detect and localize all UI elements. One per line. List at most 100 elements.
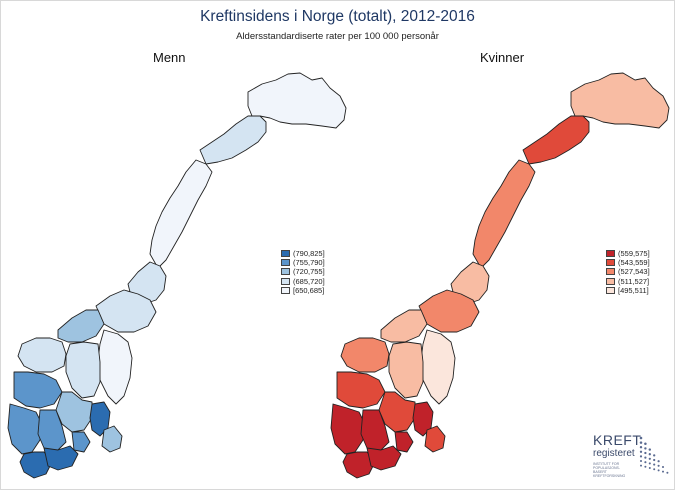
logo-dot xyxy=(653,463,656,466)
logo-dot xyxy=(639,436,643,440)
legend-swatch xyxy=(606,250,615,258)
region-aust-agder xyxy=(43,445,79,471)
legend-swatch xyxy=(606,268,615,276)
logo-dot xyxy=(648,457,651,460)
logo-dot xyxy=(644,465,647,468)
logo-dot xyxy=(653,454,656,457)
region-vestfold xyxy=(71,431,91,453)
legend-row: [650,685] xyxy=(281,286,325,295)
legend-label: (790,825] xyxy=(293,249,325,259)
region-vestfold xyxy=(394,431,414,453)
region-troms xyxy=(522,115,590,165)
logo-dot xyxy=(644,451,647,455)
logo-dot xyxy=(653,468,656,471)
logo-registeret-text: registeret xyxy=(593,448,635,459)
logo-tagline-line: BASERT KREFTFORSKNING xyxy=(593,470,626,478)
logo-tagline: INSTITUTT FOR POPULASJONS- BASERT KREFTF… xyxy=(593,462,633,478)
region-more-og-romsdal xyxy=(57,309,105,343)
logo-dot xyxy=(648,453,651,456)
logo-dot xyxy=(662,470,664,473)
region-oppland xyxy=(65,341,101,399)
region-ostfold xyxy=(424,425,446,453)
legend-men: (790,825] (755,790] (720,755] (685,720] … xyxy=(281,249,325,295)
legend-row: (543,559] xyxy=(606,258,650,267)
legend-label: (543,559] xyxy=(618,258,650,268)
map-subtitle: Aldersstandardiserte rater per 100 000 p… xyxy=(236,31,439,42)
region-oppland xyxy=(388,341,424,399)
logo-dot xyxy=(644,456,647,459)
legend-row: (527,543] xyxy=(606,267,650,276)
logo-dot xyxy=(657,464,660,467)
region-nordland xyxy=(149,159,213,269)
logo-dot xyxy=(644,447,647,450)
legend-row: (755,790] xyxy=(281,258,325,267)
legend-row: (685,720] xyxy=(281,277,325,286)
region-vest-agder xyxy=(19,451,53,479)
legend-label: (720,755] xyxy=(293,267,325,277)
kreftregisteret-logo: KREFT registeret INSTITUTT FOR POPULASJO… xyxy=(593,432,673,484)
region-hedmark xyxy=(97,329,133,405)
logo-dot xyxy=(639,459,643,463)
legend-swatch xyxy=(281,286,290,294)
legend-swatch xyxy=(606,259,615,267)
logo-dot xyxy=(657,469,660,472)
legend-swatch xyxy=(281,268,290,276)
logo-dot xyxy=(644,442,647,446)
men-map xyxy=(7,72,347,479)
region-nordland xyxy=(472,159,536,269)
region-telemark xyxy=(360,409,390,453)
logo-dot xyxy=(639,441,643,444)
logo-dot xyxy=(639,450,643,453)
legend-label: (685,720] xyxy=(293,276,325,286)
region-hedmark xyxy=(420,329,456,405)
logo-kreft-text: KREFT xyxy=(593,432,642,448)
legend-label: (559,575] xyxy=(618,249,650,259)
logo-dot xyxy=(648,467,651,469)
region-finnmark xyxy=(247,72,347,129)
legend-row: (559,575] xyxy=(606,249,650,258)
legend-row: (720,755] xyxy=(281,267,325,276)
region-troms xyxy=(199,115,267,165)
logo-dot xyxy=(648,462,651,465)
region-telemark xyxy=(37,409,67,453)
region-hordaland xyxy=(336,371,386,409)
logo-dot xyxy=(644,461,647,464)
legend-swatch xyxy=(281,259,290,267)
legend-label: [650,685] xyxy=(293,285,325,295)
region-sor-trondelag xyxy=(418,289,480,333)
region-vest-agder xyxy=(342,451,376,479)
logo-dot xyxy=(653,458,656,462)
legend-swatch xyxy=(606,286,615,294)
panel-label-men: Menn xyxy=(153,50,186,65)
panel-label-women: Kvinner xyxy=(480,50,525,65)
region-aust-agder xyxy=(366,445,402,471)
logo-dot xyxy=(661,465,665,469)
legend-women: (559,575] (543,559] (527,543] (511,527] … xyxy=(606,249,650,295)
legend-label: (755,790] xyxy=(293,258,325,268)
legend-swatch xyxy=(606,277,615,285)
legend-row: (511,527] xyxy=(606,277,650,286)
logo-tagline-line: INSTITUTT FOR POPULASJONS- xyxy=(593,462,621,470)
legend-swatch xyxy=(281,277,290,285)
region-sor-trondelag xyxy=(95,289,157,333)
logo-dot xyxy=(640,464,642,467)
logo-dot xyxy=(666,471,669,474)
region-rogaland xyxy=(330,403,366,455)
region-hordaland xyxy=(13,371,63,409)
region-rogaland xyxy=(7,403,43,455)
region-sogn-og-fjordane xyxy=(340,337,390,373)
logo-dot xyxy=(639,446,643,449)
legend-swatch xyxy=(281,250,290,258)
women-map xyxy=(330,72,670,479)
logo-dot xyxy=(648,448,651,451)
legend-row: [495,511] xyxy=(606,286,650,295)
region-more-og-romsdal xyxy=(380,309,428,343)
legend-row: (790,825] xyxy=(281,249,325,258)
logo-dot xyxy=(657,460,660,463)
legend-label: (527,543] xyxy=(618,267,650,277)
legend-label: (511,527] xyxy=(618,276,650,286)
logo-dots-icon xyxy=(639,436,669,474)
logo-dot xyxy=(639,455,643,458)
region-ostfold xyxy=(101,425,123,453)
